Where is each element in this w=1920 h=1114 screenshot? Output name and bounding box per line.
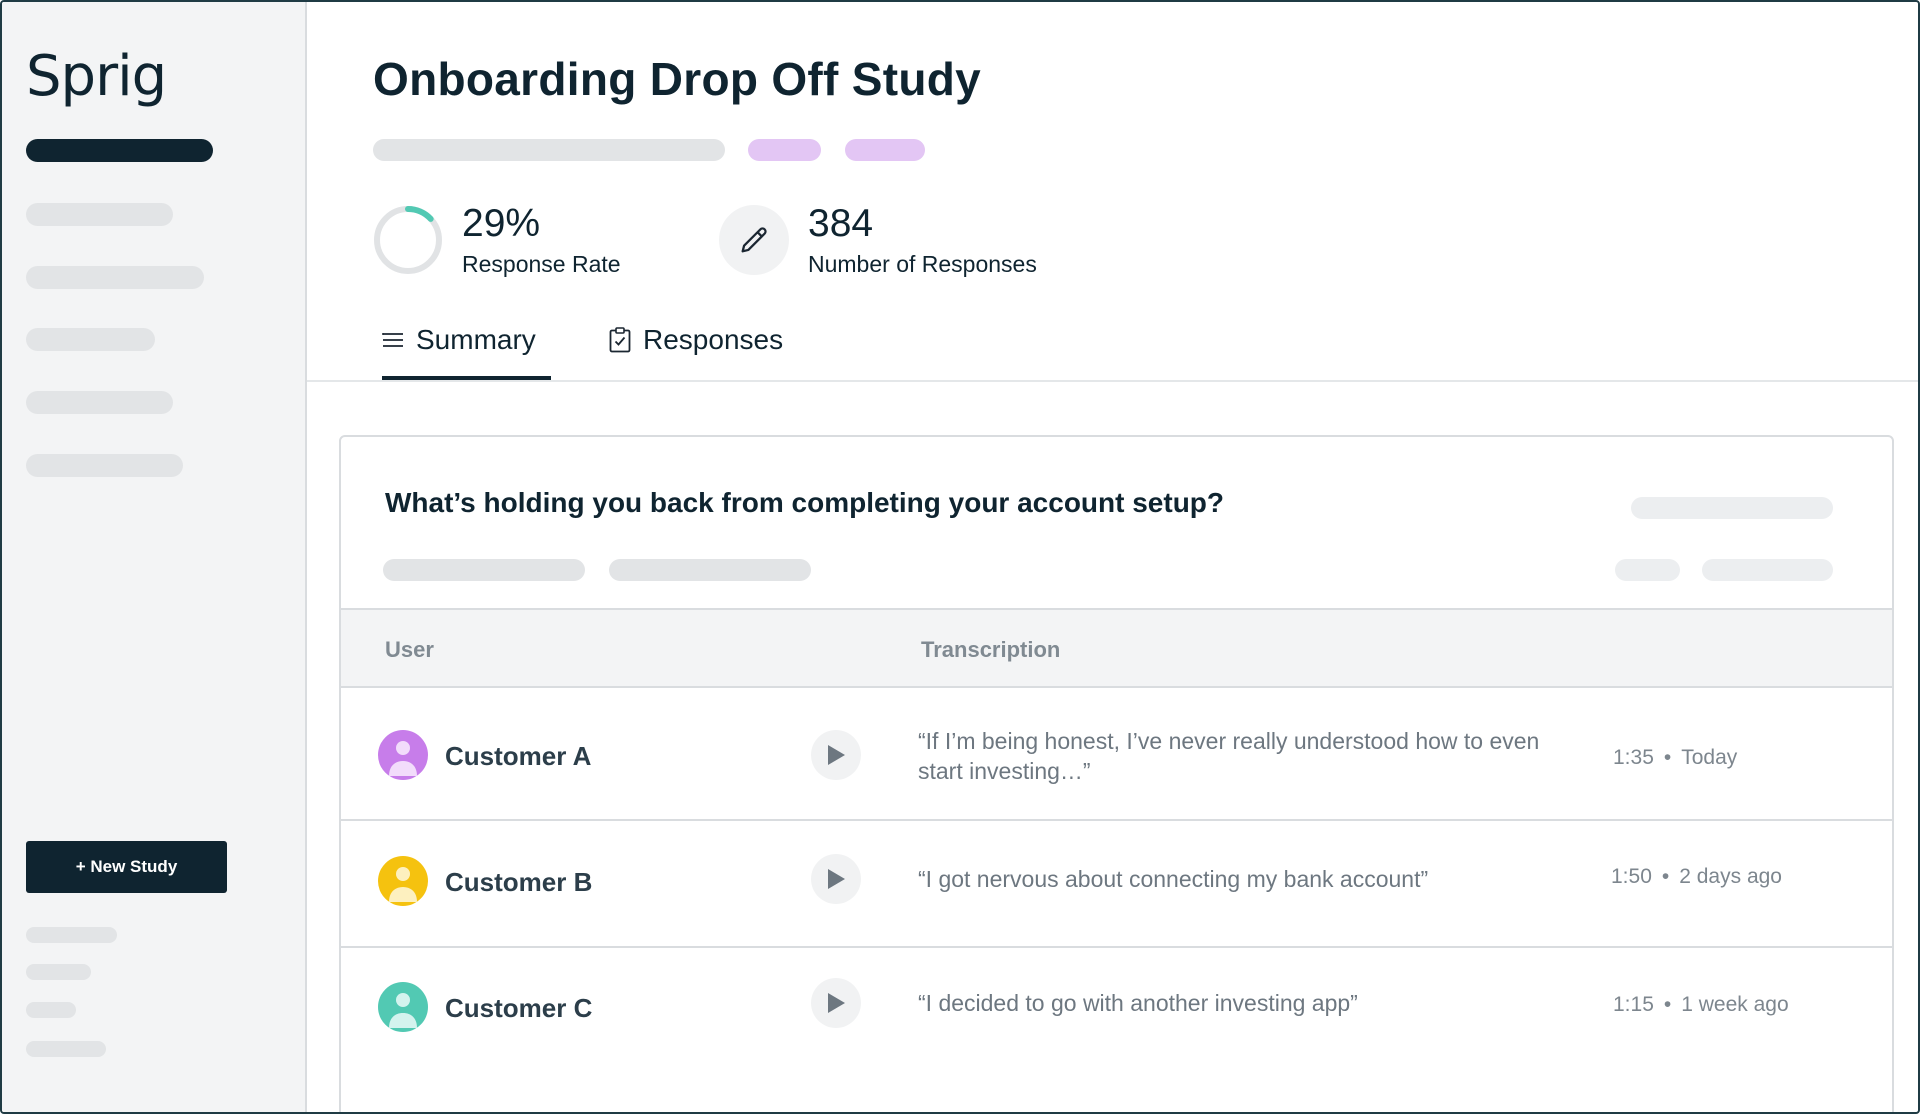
customer-name: Customer B (445, 867, 593, 897)
filter-chip[interactable] (609, 559, 811, 581)
new-study-button[interactable]: + New Study (26, 841, 227, 893)
tabs-divider (307, 380, 1918, 382)
timestamp: 1 week ago (1681, 993, 1789, 1016)
transcription-text: “I decided to go with another investing … (918, 990, 1358, 1016)
sidebar-item[interactable] (26, 266, 204, 289)
tab-responses[interactable]: Responses (609, 324, 783, 356)
responses-count-value: 384 (808, 202, 874, 245)
transcription-text: “If I’m being honest, I’ve never really … (918, 728, 1540, 784)
toolbar-placeholder[interactable] (1702, 559, 1833, 581)
tab-summary-label: Summary (416, 324, 536, 355)
table-row[interactable]: Customer C “I decided to go with another… (341, 948, 1892, 1073)
response-rate-label: Response Rate (462, 251, 621, 277)
duration: 1:15 (1613, 993, 1654, 1016)
clipboard-check-icon (609, 327, 631, 353)
filter-chip[interactable] (383, 559, 585, 581)
table-header: User Transcription (341, 608, 1892, 688)
table-row[interactable]: Customer B “I got nervous about connecti… (341, 821, 1892, 948)
play-icon (828, 745, 845, 765)
play-button[interactable] (811, 978, 861, 1028)
page-title: Onboarding Drop Off Study (373, 53, 981, 105)
sprig-logo: Sprig (26, 44, 167, 109)
column-header-transcription: Transcription (921, 637, 1061, 662)
user-icon (389, 867, 417, 902)
sidebar-item[interactable] (26, 454, 183, 477)
separator-dot: • (1663, 746, 1672, 769)
duration: 1:50 (1611, 865, 1652, 888)
table-row[interactable]: Customer A “If I’m being honest, I’ve ne… (341, 686, 1892, 821)
response-meta: 1:50 • 2 days ago (1611, 865, 1782, 889)
sidebar-footer-item[interactable] (26, 1002, 76, 1018)
column-header-user: User (385, 637, 434, 662)
sidebar-footer-item[interactable] (26, 964, 91, 980)
sidebar: Sprig + New Study (2, 2, 307, 1112)
separator-dot: • (1663, 993, 1672, 1016)
pencil-icon-container (719, 205, 789, 275)
play-button[interactable] (811, 730, 861, 780)
avatar (378, 856, 428, 906)
tab-responses-label: Responses (643, 324, 784, 355)
tag-badge[interactable] (845, 139, 925, 161)
active-tab-indicator (382, 376, 551, 380)
avatar (378, 730, 428, 780)
separator-dot: • (1661, 865, 1670, 888)
pencil-icon (741, 227, 767, 253)
play-button[interactable] (811, 854, 861, 904)
tab-summary[interactable]: Summary (382, 324, 536, 356)
sidebar-item[interactable] (26, 203, 173, 226)
sidebar-footer-item[interactable] (26, 1041, 106, 1057)
user-icon (389, 993, 417, 1028)
meta-placeholder (373, 139, 725, 161)
play-icon (828, 993, 845, 1013)
avatar (378, 982, 428, 1032)
play-icon (828, 869, 845, 889)
list-icon (382, 333, 403, 347)
response-rate-ring (374, 206, 442, 274)
user-icon (389, 741, 417, 776)
timestamp: 2 days ago (1679, 865, 1782, 888)
sidebar-item[interactable] (26, 328, 155, 351)
transcription-text: “I got nervous about connecting my bank … (918, 866, 1429, 892)
sidebar-item[interactable] (26, 391, 173, 414)
timestamp: Today (1681, 746, 1738, 769)
responses-count-label: Number of Responses (808, 251, 1037, 277)
question-title: What’s holding you back from completing … (385, 487, 1225, 518)
response-rate-value: 29% (462, 202, 541, 245)
sidebar-item-active[interactable] (26, 139, 213, 162)
tag-badge[interactable] (748, 139, 821, 161)
response-meta: 1:35 • Today (1613, 746, 1737, 770)
customer-name: Customer C (445, 993, 593, 1023)
main-content: Onboarding Drop Off Study 29% Response R… (307, 2, 1918, 1112)
question-card: What’s holding you back from completing … (339, 435, 1894, 1112)
response-meta: 1:15 • 1 week ago (1613, 993, 1789, 1017)
sidebar-footer-item[interactable] (26, 927, 117, 943)
duration: 1:35 (1613, 746, 1654, 769)
toolbar-placeholder[interactable] (1615, 559, 1680, 581)
customer-name: Customer A (445, 741, 592, 771)
header-placeholder (1631, 497, 1833, 519)
